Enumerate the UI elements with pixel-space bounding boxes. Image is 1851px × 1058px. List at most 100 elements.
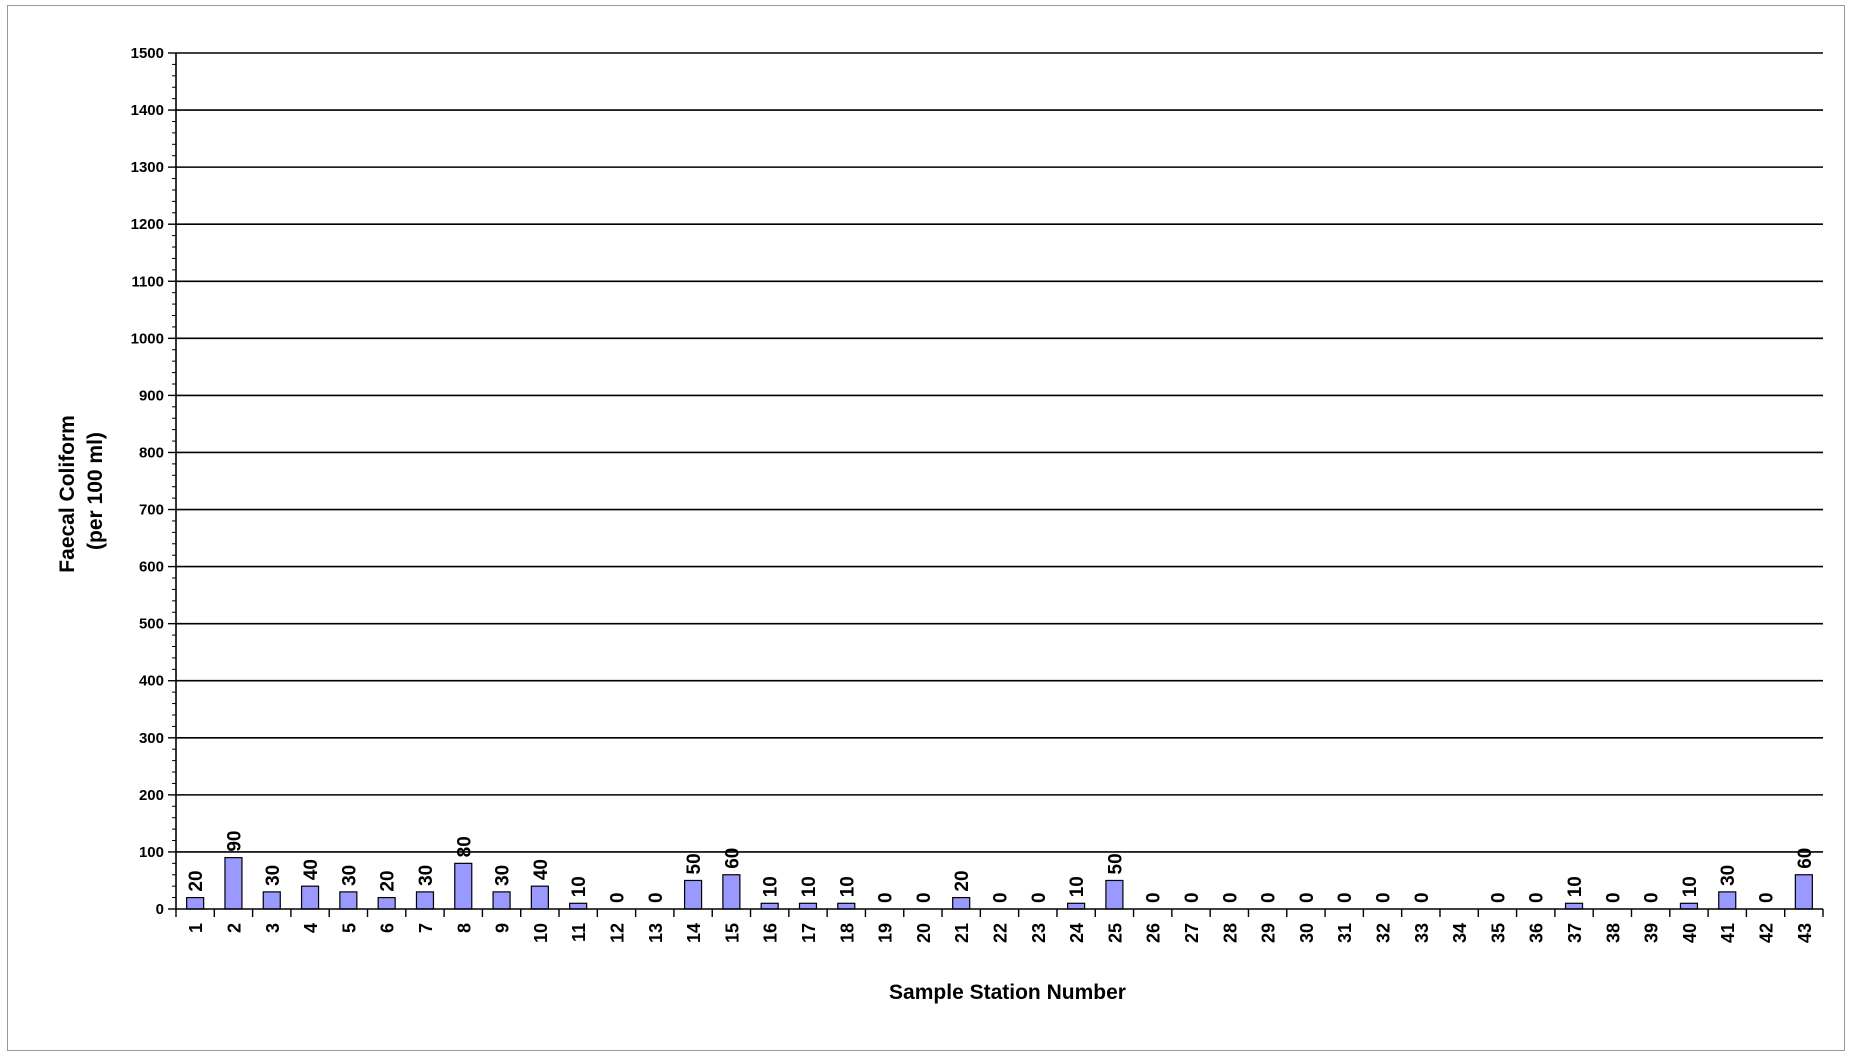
x-tick-label: 17 (799, 923, 819, 943)
data-label: 0 (1220, 892, 1241, 903)
x-tick-label: 9 (493, 923, 513, 933)
x-tick-label: 42 (1757, 923, 1777, 943)
data-label: 0 (1374, 892, 1395, 903)
data-label: 0 (1259, 892, 1280, 903)
y-tick-label: 1100 (131, 273, 164, 290)
x-tick-label: 29 (1259, 923, 1279, 943)
data-label: 0 (1757, 892, 1778, 903)
x-tick-label: 40 (1680, 923, 1700, 943)
bar-station-15 (722, 874, 741, 910)
x-tick-label: 11 (569, 923, 589, 942)
bar-station-16 (760, 902, 779, 910)
data-label: 0 (1488, 892, 1509, 903)
x-axis-title: Sample Station Number (889, 981, 1126, 1004)
data-label: 0 (876, 892, 897, 903)
bar-station-4 (300, 885, 320, 910)
bar-station-41 (1718, 891, 1737, 910)
x-tick-label: 37 (1565, 923, 1585, 943)
data-label: 10 (761, 876, 782, 897)
y-axis-title-line-2: (per 100 ml) (84, 432, 107, 550)
x-tick-label: 30 (1297, 923, 1317, 943)
bar-station-9 (492, 891, 511, 910)
data-label: 60 (722, 848, 743, 869)
bars (186, 857, 1813, 910)
bar-station-6 (377, 896, 396, 910)
x-tick-label: 7 (416, 923, 436, 933)
data-label: 20 (952, 870, 973, 891)
x-tick-label: 13 (646, 923, 666, 943)
data-label: 0 (991, 892, 1012, 903)
data-label: 20 (378, 870, 399, 891)
x-tick-label: 2 (224, 923, 244, 933)
data-label: 30 (339, 865, 360, 886)
x-tick-label: 36 (1527, 923, 1547, 943)
x-tick-label: 39 (1642, 923, 1662, 943)
x-tick-label: 35 (1488, 923, 1508, 943)
data-label: 90 (224, 830, 245, 851)
data-labels: 20 90 30 40 30 20 30 80 30 40 10 0 0 50 60 10 10 10 0 0 20 0 0… (186, 830, 1816, 903)
x-tick-label: 38 (1603, 923, 1623, 943)
data-label: 10 (1565, 876, 1586, 897)
bar-station-1 (186, 896, 205, 910)
x-tick-label: 21 (952, 923, 972, 943)
bar-station-3 (262, 891, 281, 910)
data-label: 10 (1067, 876, 1088, 897)
data-label: 40 (301, 859, 322, 880)
y-tick-label: 500 (139, 616, 164, 633)
y-tick-labels: 0 100 200 300 400 500 600 700 800 900 1000 1100 1200… (131, 45, 164, 918)
x-tick-label: 5 (339, 923, 359, 933)
y-tick-label: 1000 (131, 330, 164, 347)
y-tick-label: 1300 (131, 159, 164, 176)
x-tick-label: 31 (1335, 923, 1355, 943)
data-label: 30 (416, 865, 437, 886)
x-tick-label: 8 (454, 923, 474, 933)
x-tick-label: 15 (722, 923, 742, 943)
bar-station-17 (798, 902, 818, 910)
data-label: 0 (1527, 892, 1548, 903)
data-label: 10 (569, 876, 590, 897)
bar-station-11 (569, 902, 588, 910)
data-label: 0 (1642, 892, 1663, 903)
data-label: 40 (531, 859, 552, 880)
y-axis-title: Faecal Coliform (per 100 ml) (56, 409, 107, 572)
x-tick-label: 25 (1105, 923, 1125, 943)
x-tick-label: 6 (378, 923, 398, 933)
x-tick-label: 27 (1182, 923, 1202, 943)
data-label: 0 (1144, 892, 1165, 903)
x-tick-label: 1 (186, 923, 206, 933)
bar-station-40 (1679, 902, 1699, 910)
x-tick-label: 14 (684, 923, 704, 943)
x-tick-label: 26 (1144, 923, 1164, 943)
bar-station-37 (1564, 902, 1584, 910)
x-tick-label: 43 (1795, 923, 1815, 943)
data-label: 10 (799, 876, 820, 897)
data-label: 0 (914, 892, 935, 903)
data-label: 60 (1795, 848, 1816, 869)
data-label: 10 (1680, 876, 1701, 897)
x-tick-label: 28 (1220, 923, 1240, 943)
data-label: 30 (263, 865, 284, 886)
data-label: 0 (646, 892, 667, 903)
y-tick-label: 0 (156, 901, 164, 918)
x-tick-label: 33 (1412, 923, 1432, 943)
bar-station-25 (1105, 879, 1124, 910)
y-tick-label: 1500 (131, 45, 164, 62)
bar-station-24 (1067, 902, 1086, 910)
data-label: 0 (607, 892, 628, 903)
y-tick-label: 900 (139, 387, 164, 404)
data-label: 0 (1297, 892, 1318, 903)
x-tick-label: 18 (837, 923, 857, 943)
data-label: 0 (1603, 892, 1624, 903)
x-tick-label: 20 (914, 923, 934, 943)
x-tick-label: 16 (761, 923, 781, 943)
x-tick-label: 19 (876, 923, 896, 943)
x-tick-label: 32 (1374, 923, 1394, 943)
x-tick-label: 12 (607, 923, 627, 943)
y-tick-label: 700 (139, 502, 164, 519)
bar-chart: 0100200300400500600700800900100011001200… (56, 45, 1824, 1004)
y-tick-label: 1200 (131, 216, 164, 233)
bar-station-2 (224, 857, 243, 910)
x-tick-label: 34 (1450, 923, 1470, 943)
x-tick-label: 24 (1067, 923, 1087, 943)
y-tick-label: 1400 (131, 102, 164, 119)
